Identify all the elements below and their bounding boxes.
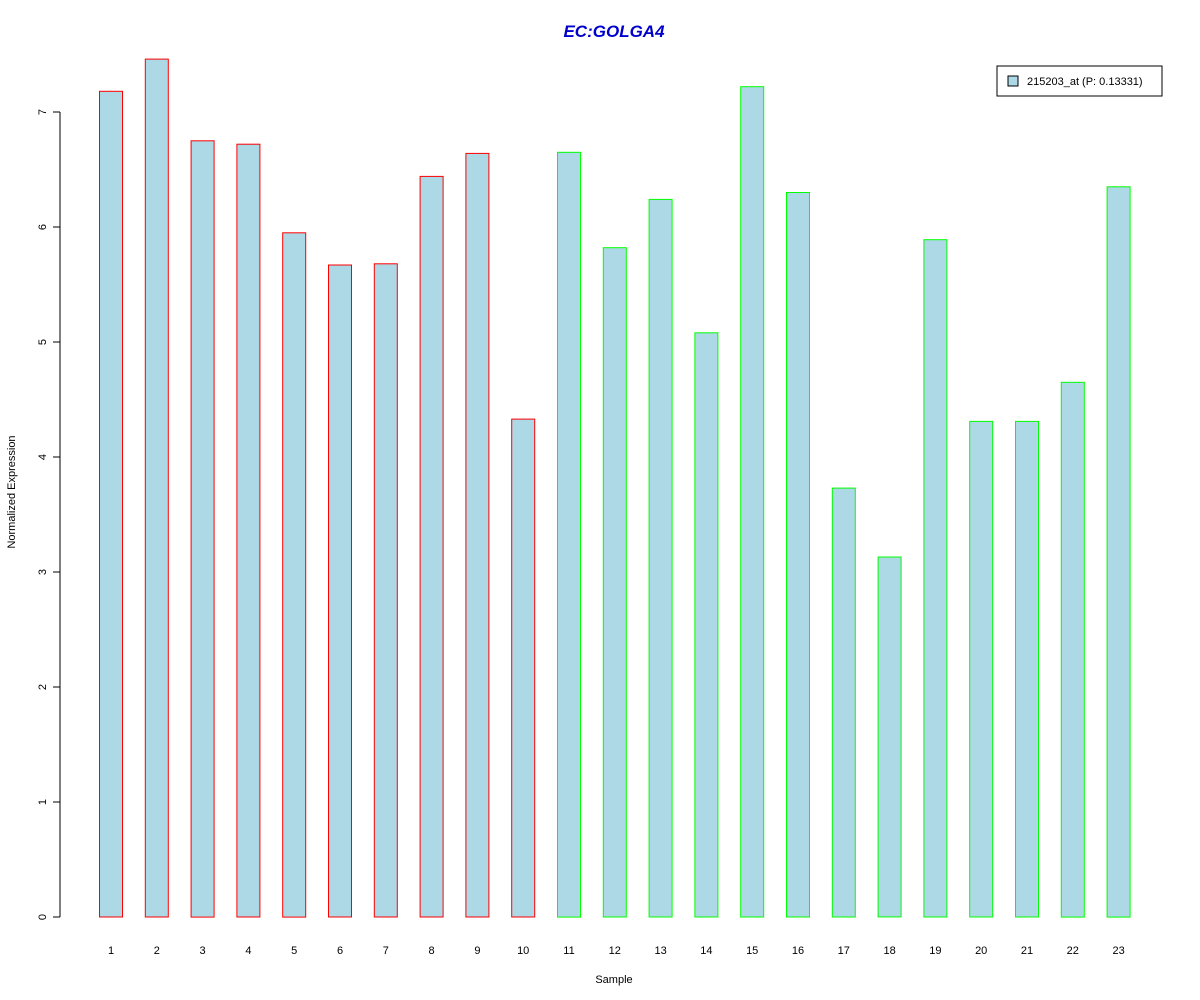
bar-sample-14 (694, 332, 719, 918)
y-tick-label: 4 (37, 454, 49, 460)
x-axis-label: Sample (595, 974, 632, 986)
x-tick-label: 13 (654, 945, 666, 957)
bar-sample-9 (465, 152, 490, 918)
x-tick-label: 7 (383, 945, 389, 957)
chart-title: EC:GOLGA4 (563, 22, 665, 41)
bar-sample-11 (557, 151, 581, 918)
x-tick-label: 4 (245, 945, 251, 957)
x-tick-label: 23 (1112, 945, 1124, 957)
bar-sample-4 (236, 143, 261, 918)
x-tick-label: 12 (609, 945, 621, 957)
bar-sample-7 (373, 263, 398, 918)
bar-sample-16 (786, 192, 810, 918)
y-tick-label: 7 (37, 109, 49, 115)
legend-box (996, 65, 1163, 97)
bar-sample-10 (511, 418, 536, 918)
y-axis-label: Normalized Expression (6, 435, 18, 548)
bars (99, 58, 1131, 918)
bar-sample-5 (282, 232, 307, 918)
x-tick-label: 16 (792, 945, 804, 957)
x-tick-label: 9 (474, 945, 480, 957)
bar-sample-12 (602, 247, 627, 918)
bar-sample-2 (144, 58, 169, 918)
x-tick-label: 19 (929, 945, 941, 957)
x-tick-label: 10 (517, 945, 529, 957)
bar-sample-23 (1106, 186, 1131, 918)
bar-sample-1 (99, 90, 123, 918)
bar-sample-21 (1015, 420, 1039, 918)
x-tick-label: 17 (838, 945, 850, 957)
x-tick-label: 2 (154, 945, 160, 957)
x-tick-label: 14 (700, 945, 712, 957)
bar-sample-8 (419, 175, 444, 918)
legend-label: 215203_at (P: 0.13331) (1027, 76, 1143, 88)
y-tick-label: 1 (37, 799, 49, 805)
x-tick-label: 1 (108, 945, 114, 957)
bar-sample-20 (969, 420, 994, 918)
y-tick-label: 2 (37, 684, 49, 690)
bar-sample-6 (328, 264, 352, 918)
x-tick-label: 20 (975, 945, 987, 957)
bar-sample-17 (831, 487, 856, 918)
x-tick-label: 22 (1067, 945, 1079, 957)
x-tick-label: 21 (1021, 945, 1033, 957)
x-tick-label: 6 (337, 945, 343, 957)
y-tick-label: 0 (37, 914, 49, 920)
x-tick-label: 11 (563, 945, 574, 957)
x-tick-label: 8 (429, 945, 435, 957)
y-tick-label: 5 (37, 339, 49, 345)
legend-swatch (1007, 75, 1019, 87)
bar-sample-13 (648, 198, 673, 918)
y-tick-label: 3 (37, 569, 49, 575)
legend: 215203_at (P: 0.13331) (996, 65, 1163, 97)
x-tick-label: 3 (200, 945, 206, 957)
bar-sample-19 (923, 239, 948, 918)
bar-sample-18 (877, 556, 902, 918)
x-axis-tick-labels: 1 2 3 4 5 6 7 8 9 10 11 12 13 14 15 16 17 18 19 20 21 22 23 (108, 945, 1125, 957)
bar-sample-15 (740, 86, 765, 918)
x-tick-label: 15 (746, 945, 758, 957)
x-tick-label: 18 (883, 945, 895, 957)
x-tick-label: 5 (291, 945, 297, 957)
bar-sample-3 (190, 140, 215, 918)
bar-sample-22 (1060, 381, 1085, 918)
y-axis: 0 1 2 3 4 5 6 7 (37, 109, 61, 920)
y-tick-label: 6 (37, 224, 49, 230)
